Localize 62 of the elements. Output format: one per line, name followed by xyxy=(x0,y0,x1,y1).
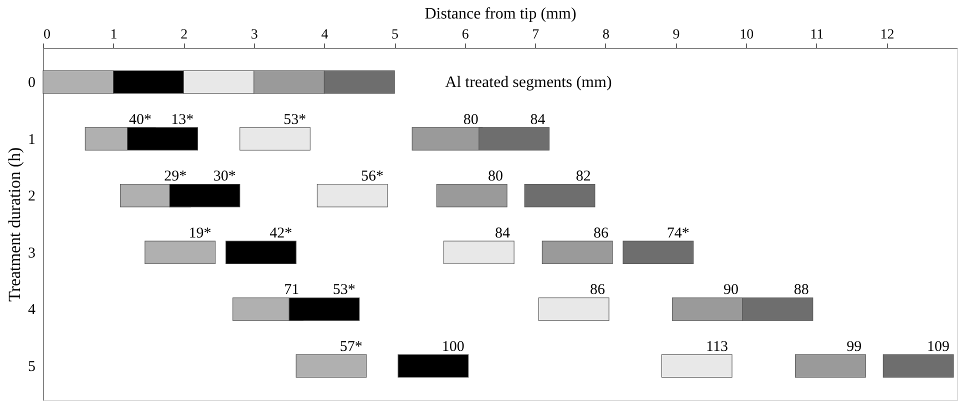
annotation: 29* xyxy=(164,168,187,185)
x-tick-label: 8 xyxy=(602,28,610,42)
annotation: 80 xyxy=(488,168,504,185)
y-tick-label: 3 xyxy=(28,245,36,262)
bar xyxy=(542,240,613,264)
annotation: 100 xyxy=(442,338,464,355)
annotation: 13* xyxy=(171,112,194,128)
bar xyxy=(240,127,310,150)
bar xyxy=(436,184,508,208)
annotation: 56* xyxy=(361,168,384,185)
annotation: Al treated segments (mm) xyxy=(445,74,612,92)
x-tick-label: 5 xyxy=(392,28,399,42)
x-tick-label: 7 xyxy=(532,28,540,42)
annotation: 82 xyxy=(576,168,591,185)
annotation: 86 xyxy=(593,225,609,242)
y-tick-label: 4 xyxy=(28,302,36,318)
bar xyxy=(316,184,388,208)
x-tick-label: 1 xyxy=(110,28,118,42)
annotation: 80 xyxy=(463,112,478,128)
annotation: 71 xyxy=(284,282,300,298)
bar xyxy=(794,354,866,378)
annotation: 57* xyxy=(340,338,362,355)
bar xyxy=(538,298,610,321)
y-tick-label: 5 xyxy=(28,358,36,375)
annotation: 113 xyxy=(706,338,728,355)
bar xyxy=(882,354,954,378)
annotation: 74* xyxy=(666,225,690,242)
annotation: 88 xyxy=(794,282,809,298)
annotation: 53* xyxy=(332,282,356,298)
y-tick-label: 1 xyxy=(28,132,36,148)
bar xyxy=(622,240,694,264)
x-tick-label: 3 xyxy=(250,28,258,42)
bar xyxy=(296,354,367,378)
annotation: 19* xyxy=(188,225,212,242)
bar xyxy=(443,240,514,264)
x-tick-label: 6 xyxy=(462,28,469,42)
annotation: 84 xyxy=(530,112,546,128)
bar xyxy=(226,240,296,264)
y-tick-label: 2 xyxy=(28,188,36,205)
annotation: 84 xyxy=(495,225,511,242)
annotation: 42* xyxy=(270,225,292,242)
bar xyxy=(144,240,216,264)
x-tick-label: 9 xyxy=(672,28,680,42)
y-tick-label: 0 xyxy=(28,75,36,92)
x-tick-label: 0 xyxy=(44,28,50,42)
y-axis-title: Treatment duration (h) xyxy=(5,147,24,302)
x-tick-label: 10 xyxy=(740,28,754,42)
bar xyxy=(524,184,596,208)
annotation: 53* xyxy=(284,112,306,128)
annotation: 109 xyxy=(926,338,950,355)
annotation: 99 xyxy=(846,338,862,355)
x-tick-label: 12 xyxy=(880,28,894,42)
annotation: 40* xyxy=(128,112,152,128)
x-tick-label: 11 xyxy=(810,28,824,42)
x-tick-label: 4 xyxy=(321,28,328,42)
annotation: 86 xyxy=(590,282,606,298)
x-axis-title: Distance from tip (mm) xyxy=(424,6,576,22)
annotation: 30* xyxy=(213,168,236,185)
annotation: 90 xyxy=(724,282,739,298)
bar xyxy=(398,354,469,378)
x-tick-label: 2 xyxy=(180,28,188,42)
bar xyxy=(661,354,732,378)
